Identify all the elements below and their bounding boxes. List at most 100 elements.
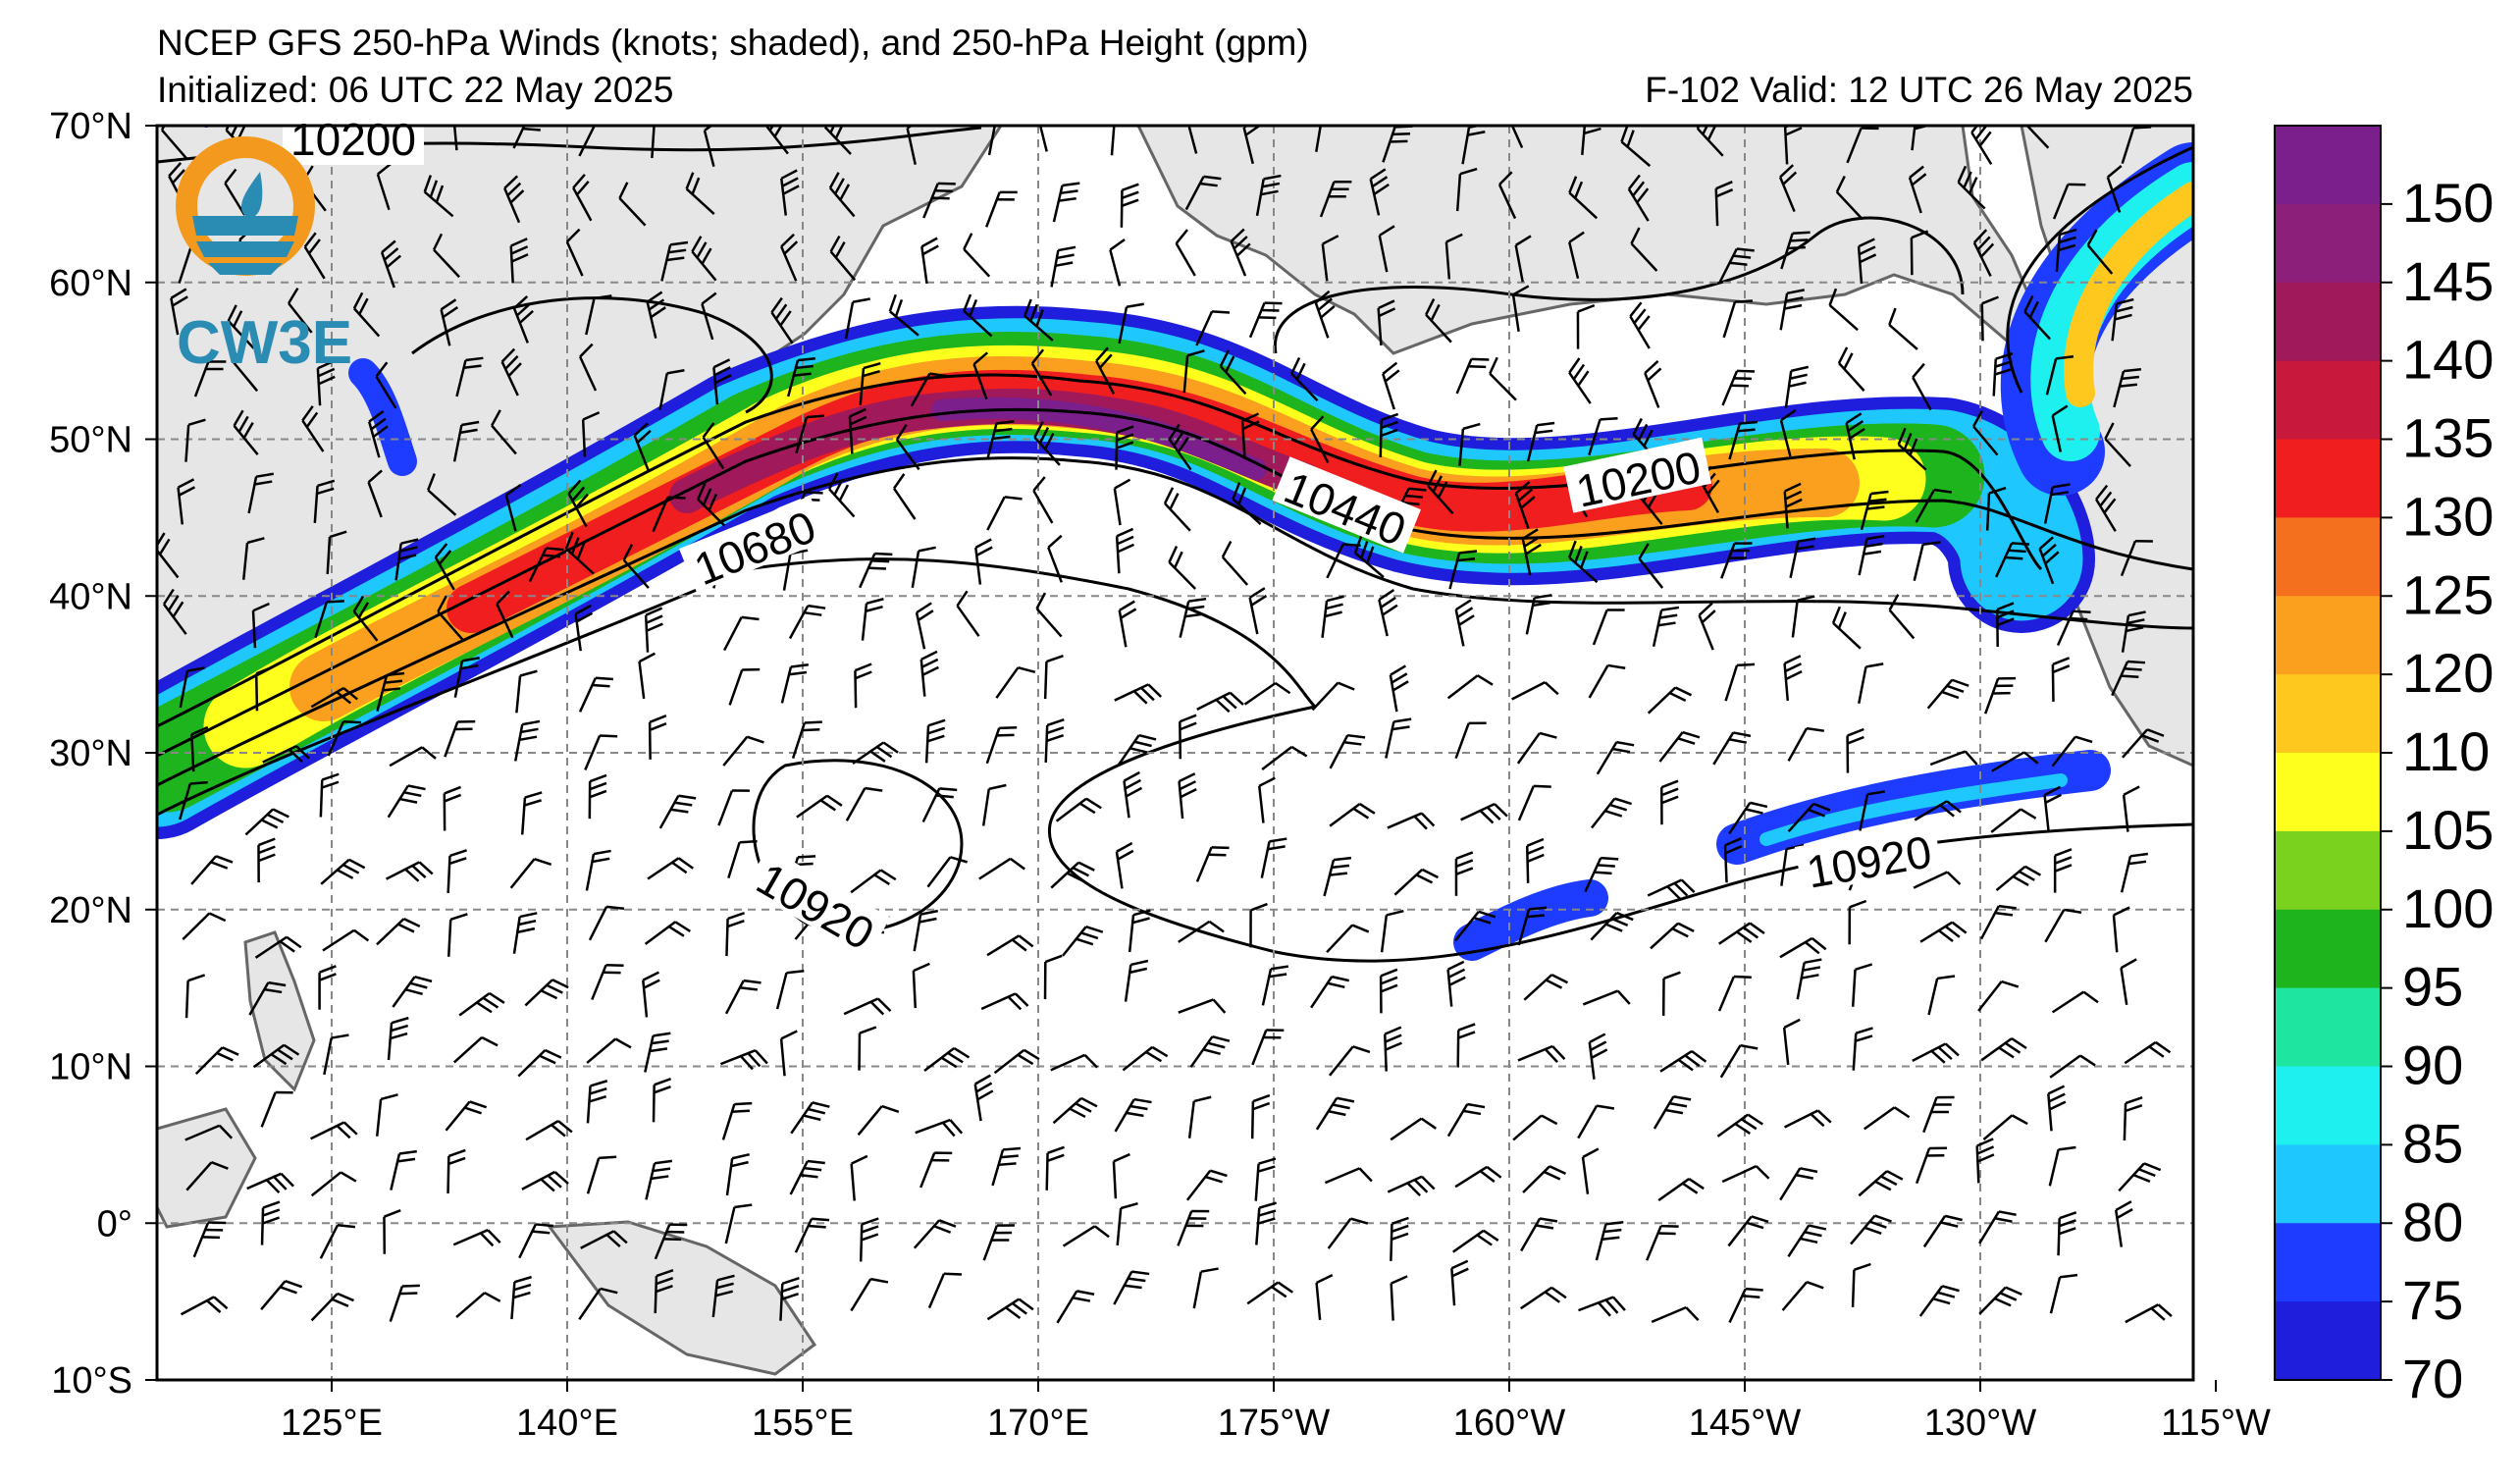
wind-barb bbox=[1187, 126, 1198, 154]
wind-barb bbox=[585, 294, 612, 336]
wind-barb bbox=[923, 1046, 971, 1072]
wind-barb bbox=[194, 1046, 239, 1076]
wind-barb bbox=[915, 1118, 964, 1138]
wind-barb bbox=[1314, 290, 1336, 339]
wind-barb bbox=[1033, 421, 1061, 466]
wind-barb bbox=[1384, 1026, 1402, 1072]
jet-band-150 bbox=[931, 397, 1267, 480]
wind-barb bbox=[1516, 731, 1557, 765]
contour-line bbox=[157, 373, 2043, 728]
wind-barb bbox=[1378, 225, 1395, 273]
wind-barb bbox=[1581, 126, 1601, 155]
wind-barb bbox=[703, 126, 715, 168]
wind-barb bbox=[512, 912, 538, 954]
wind-barb bbox=[843, 997, 892, 1016]
wind-barb bbox=[1584, 856, 1619, 893]
wind-barb bbox=[1196, 691, 1244, 714]
wind-barb bbox=[1782, 1018, 1801, 1065]
wind-barb bbox=[1922, 1095, 1955, 1134]
wind-barb bbox=[1980, 1037, 2027, 1062]
wind-barb bbox=[437, 595, 464, 641]
wind-barb bbox=[956, 590, 980, 637]
wind-barb bbox=[1497, 171, 1517, 220]
wind-barb bbox=[1115, 425, 1134, 470]
contour-line bbox=[157, 456, 2193, 787]
wind-barb bbox=[780, 169, 800, 216]
wind-barb bbox=[2047, 1085, 2067, 1132]
wind-barb bbox=[1195, 310, 1231, 346]
wind-barb bbox=[1858, 662, 1884, 704]
colorbar-label: 80 bbox=[2402, 1191, 2463, 1252]
colorbar-swatch bbox=[2275, 126, 2381, 205]
wind-barb bbox=[524, 979, 569, 1007]
wind-barb bbox=[1044, 718, 1065, 763]
wind-barb bbox=[580, 1230, 628, 1249]
wind-barb bbox=[1977, 980, 2020, 1012]
wind-barb bbox=[725, 912, 746, 957]
wind-barb bbox=[1387, 812, 1436, 830]
wind-barb bbox=[697, 482, 726, 527]
wind-barb bbox=[184, 418, 206, 462]
wind-barb bbox=[1052, 1096, 1098, 1125]
wind-barb bbox=[2049, 1273, 2078, 1314]
wind-barb bbox=[1595, 1221, 1624, 1261]
wind-barb bbox=[1175, 229, 1196, 277]
wind-barb bbox=[2056, 609, 2091, 646]
wind-barb bbox=[850, 869, 897, 894]
wind-barb bbox=[390, 1149, 417, 1191]
wind-barb bbox=[496, 590, 514, 639]
wind-barb bbox=[260, 1280, 303, 1310]
wind-barb bbox=[850, 1154, 868, 1201]
wind-barb bbox=[775, 969, 805, 1010]
wind-barb bbox=[1450, 1259, 1469, 1306]
wind-barb bbox=[1250, 1093, 1271, 1139]
wind-barb bbox=[1913, 541, 1941, 581]
lon-tick-label: 170°E bbox=[987, 1403, 1089, 1444]
wind-barb bbox=[162, 588, 187, 635]
wind-barb bbox=[318, 965, 337, 1010]
wind-barb bbox=[1329, 733, 1366, 769]
wind-barb bbox=[828, 172, 856, 218]
wind-barb bbox=[1926, 678, 1969, 710]
wind-barb bbox=[244, 808, 289, 836]
wind-barb bbox=[182, 912, 227, 941]
wind-barb bbox=[844, 297, 870, 340]
wind-barb bbox=[446, 849, 467, 893]
wind-barb bbox=[859, 552, 893, 589]
wind-barb bbox=[927, 1272, 963, 1309]
wind-barb bbox=[1979, 904, 2017, 940]
wind-barb bbox=[1985, 486, 2007, 531]
wind-barb bbox=[376, 162, 393, 211]
wind-barb bbox=[1123, 770, 1143, 819]
colorbar-swatch bbox=[2275, 1223, 2381, 1302]
wind-barb bbox=[586, 1037, 632, 1064]
wind-barb bbox=[1319, 181, 1352, 218]
wind-barb bbox=[458, 991, 505, 1017]
lon-tick-label: 155°E bbox=[752, 1403, 854, 1444]
wind-barb bbox=[1168, 546, 1197, 590]
wind-barb bbox=[685, 172, 715, 216]
wind-barb bbox=[658, 794, 697, 829]
wind-barb bbox=[2043, 785, 2063, 832]
wind-barb bbox=[367, 469, 383, 518]
wind-barb bbox=[764, 126, 789, 155]
wind-barb bbox=[578, 343, 598, 392]
cw3e-logo: CW3E bbox=[176, 136, 352, 377]
wind-barb bbox=[241, 537, 265, 580]
wind-barb bbox=[2112, 906, 2130, 953]
wind-barb bbox=[1454, 721, 1487, 760]
wind-barb bbox=[852, 741, 899, 765]
wind-barb bbox=[920, 237, 939, 285]
colorbar-label: 120 bbox=[2402, 642, 2494, 704]
wind-barb bbox=[1913, 871, 1962, 889]
wind-barb bbox=[1043, 954, 1063, 1000]
wind-barb bbox=[1378, 589, 1398, 637]
wind-barb bbox=[574, 604, 594, 652]
wind-barb bbox=[251, 602, 270, 649]
wind-barb bbox=[859, 1217, 879, 1262]
wind-barb bbox=[1982, 1114, 2028, 1140]
wind-barb bbox=[1315, 1096, 1355, 1131]
wind-barb bbox=[1837, 346, 1865, 392]
wind-barb bbox=[254, 935, 302, 959]
wind-barb bbox=[303, 232, 326, 280]
